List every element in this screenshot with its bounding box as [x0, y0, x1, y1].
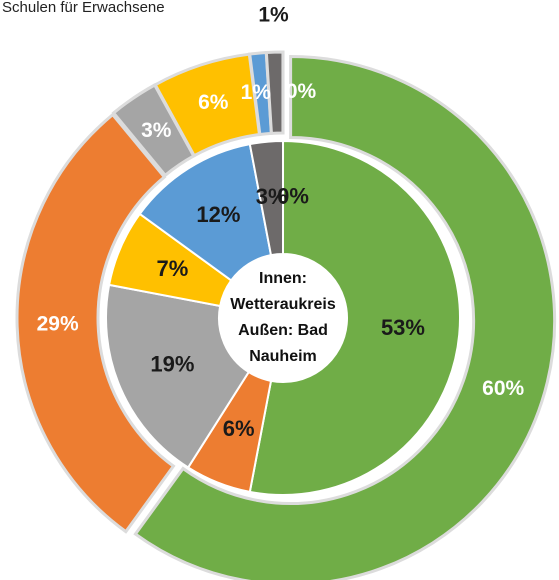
data-label: 3%: [141, 119, 172, 142]
donut-slice: [15, 112, 176, 534]
donut-slice: [248, 139, 461, 496]
data-label: 19%: [150, 352, 194, 377]
center-label-line: Außen: Bad: [238, 322, 328, 339]
data-label: 1%: [258, 4, 289, 27]
data-label: 1%: [241, 81, 272, 104]
data-label: 29%: [37, 313, 79, 336]
data-label: 0%: [277, 183, 309, 208]
data-label: 3%: [256, 184, 288, 209]
data-label: 60%: [482, 377, 524, 400]
data-label: 12%: [196, 202, 240, 227]
data-label: 6%: [223, 416, 255, 441]
center-label-line: Innen:: [259, 270, 307, 287]
data-label: 53%: [381, 315, 425, 340]
chart-title: Schulen für Erwachsene: [2, 0, 165, 16]
donut-slice: [133, 54, 557, 580]
data-label: 6%: [198, 91, 229, 114]
center-label-line: Wetteraukreis: [230, 296, 336, 313]
donut-slice: [105, 283, 251, 469]
data-label: 0%: [286, 80, 317, 103]
center-label-line: Nauheim: [249, 348, 317, 365]
data-labels: 53%6%19%7%12%3%0%60%29%3%6% 1%1%0%: [37, 4, 525, 441]
center-hole: [221, 256, 345, 380]
donut-slice: [138, 142, 273, 282]
rings: [15, 50, 557, 580]
center-label: Innen: Wetteraukreis Außen: Bad Nauheim: [230, 270, 336, 365]
data-label: 7%: [157, 256, 189, 281]
